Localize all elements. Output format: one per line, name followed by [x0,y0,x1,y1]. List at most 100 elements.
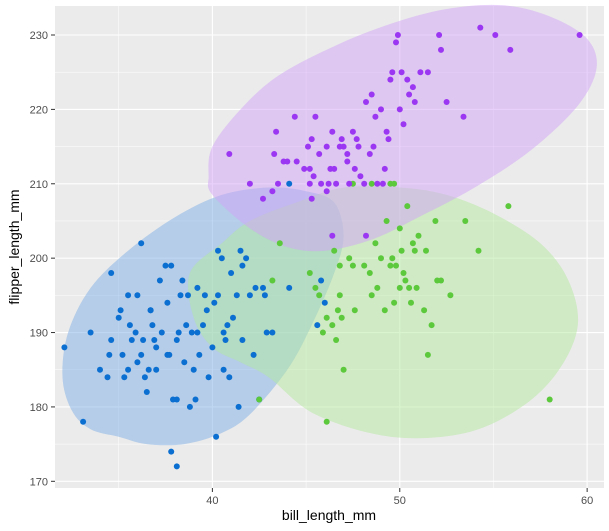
point-purple [349,128,356,135]
point-blue [263,329,270,336]
data-points [61,24,583,470]
point-green [349,262,356,269]
point-purple [383,128,390,135]
point-blue [235,403,242,410]
point-blue [175,329,182,336]
point-purple [387,76,394,83]
point-purple [492,32,499,38]
point-blue [141,374,148,381]
x-tick-label: 60 [581,495,593,507]
x-tick-label: 40 [206,495,218,507]
point-green [269,277,276,284]
point-purple [443,99,450,105]
point-blue [164,351,171,358]
point-green [368,180,375,187]
point-purple [379,180,386,187]
point-green [331,247,338,254]
point-blue [117,307,124,314]
point-blue [252,284,259,291]
point-purple [273,128,280,135]
point-purple [331,165,338,172]
point-blue [153,344,160,351]
point-blue [211,299,218,306]
point-green [312,284,319,291]
point-blue [173,337,180,343]
point-green [415,232,422,239]
point-blue [125,366,132,373]
point-green [340,366,347,373]
point-blue [243,255,250,262]
point-purple [396,106,403,113]
point-blue [149,322,156,329]
point-purple [344,158,351,165]
point-purple [393,39,399,46]
point-purple [293,158,300,165]
point-purple [394,32,401,38]
point-blue [143,389,150,395]
point-green [383,218,390,224]
point-purple [368,91,375,98]
point-blue [162,262,169,269]
point-blue [132,329,139,336]
point-purple [409,84,416,91]
point-green [546,396,553,403]
point-blue [314,322,321,329]
point-blue [215,247,221,254]
point-blue [220,329,227,336]
ellipse-purple [207,4,597,252]
point-purple [318,180,325,187]
point-green [409,240,416,247]
point-purple [460,113,467,120]
point-purple [363,232,369,239]
point-blue [220,366,227,373]
point-blue [185,292,191,299]
x-tick-label: 50 [394,495,406,507]
point-green [438,277,444,284]
point-blue [286,284,293,291]
point-blue [125,292,132,299]
point-purple [310,173,317,180]
point-blue [168,262,175,269]
point-purple [329,232,336,239]
point-purple [406,91,413,98]
point-green [361,262,368,269]
point-green [351,307,358,314]
point-green [462,218,469,224]
point-blue [237,247,244,254]
point-blue [215,292,221,299]
point-purple [316,151,323,157]
point-purple [366,151,373,157]
point-blue [192,396,199,403]
point-green [323,314,330,321]
point-blue [147,307,154,314]
point-blue [239,262,246,269]
y-axis-ticks: 170 180 190 200 210 220 230 [30,30,55,488]
point-purple [308,136,315,143]
point-blue [61,344,68,351]
point-green [372,240,379,247]
point-blue [108,270,115,276]
point-purple [436,32,443,38]
point-green [396,284,403,291]
point-green [389,255,396,262]
y-tick-label: 200 [30,253,48,265]
point-blue [173,396,180,403]
point-purple [372,113,379,120]
point-purple [344,151,351,157]
point-purple [246,180,253,187]
point-purple [400,121,407,128]
point-purple [325,180,332,187]
point-green [329,322,336,329]
point-green [387,262,394,269]
point-green [374,284,381,291]
point-green [366,270,373,276]
point-purple [398,69,405,76]
point-green [406,284,413,291]
point-blue [128,337,135,343]
point-purple [477,24,484,31]
point-blue [164,299,171,306]
point-blue [177,292,184,299]
point-blue [168,448,175,455]
point-purple [269,188,276,195]
